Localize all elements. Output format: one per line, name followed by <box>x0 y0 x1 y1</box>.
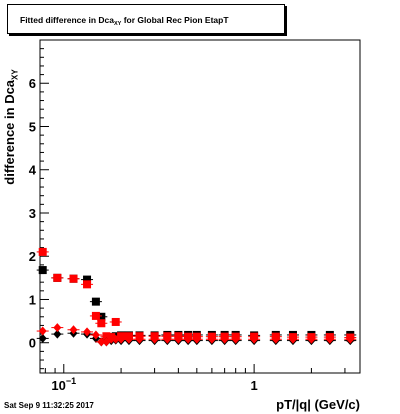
y-axis-label-subscript: XY <box>10 69 20 80</box>
y-axis-label: difference in DcaXY <box>2 47 22 207</box>
data-point <box>135 334 144 344</box>
data-point <box>184 334 193 344</box>
data-point <box>38 326 47 336</box>
data-point <box>288 334 297 344</box>
chart-title-subscript: XY <box>114 21 122 27</box>
data-point <box>91 330 100 340</box>
data-point <box>150 334 159 344</box>
data-point <box>192 334 201 344</box>
data-point <box>53 273 62 282</box>
data-point <box>53 329 62 339</box>
data-point <box>231 334 240 344</box>
data-point <box>346 334 355 344</box>
data-markers <box>36 247 357 347</box>
data-point <box>83 327 92 337</box>
plot-frame <box>39 39 361 374</box>
chart-title: Fitted difference in Dca <box>20 15 114 25</box>
data-point <box>38 333 47 343</box>
data-point <box>91 311 100 320</box>
data-point <box>117 334 126 344</box>
data-point <box>83 275 92 284</box>
data-point <box>307 334 316 344</box>
data-point <box>250 334 259 344</box>
data-point <box>69 274 78 283</box>
series-2 <box>36 247 357 342</box>
y-tick-label: 0 <box>29 336 36 351</box>
data-point <box>83 280 92 289</box>
series-4 <box>36 323 357 347</box>
timestamp: Sat Sep 9 11:32:25 2017 <box>4 401 94 410</box>
y-axis-label-main: difference in Dca <box>2 79 17 185</box>
y-tick-label: 6 <box>29 76 36 91</box>
data-point <box>163 334 172 344</box>
x-tick-label: 10−1 <box>51 376 76 393</box>
data-point <box>174 334 183 344</box>
data-point <box>271 334 280 344</box>
data-point <box>97 312 106 321</box>
data-point <box>38 266 47 275</box>
x-axis-label: pT/|q| (GeV/c) <box>276 397 360 412</box>
data-point <box>38 247 47 256</box>
chart-title-tail: for Global Rec Pion EtapT <box>121 15 229 25</box>
y-tick-label: 1 <box>29 292 36 307</box>
data-point <box>207 334 216 344</box>
y-tick-label: 5 <box>29 119 36 134</box>
data-point <box>91 297 100 306</box>
y-tick-label: 4 <box>29 163 37 178</box>
x-tick-label: 1 <box>250 378 257 393</box>
data-point <box>325 334 334 344</box>
data-point <box>53 323 62 333</box>
data-point <box>220 334 229 344</box>
chart-title-box: Fitted difference in DcaXY for Global Re… <box>7 4 285 34</box>
y-tick-label: 2 <box>29 249 36 264</box>
data-point <box>124 334 133 344</box>
data-point <box>97 319 106 328</box>
axis-ticks: 0 1 2 3 4 5 6 10−1 1 <box>29 39 346 393</box>
data-point <box>102 332 111 341</box>
data-point <box>69 325 78 335</box>
y-tick-label: 3 <box>29 206 36 221</box>
data-point <box>111 317 120 326</box>
